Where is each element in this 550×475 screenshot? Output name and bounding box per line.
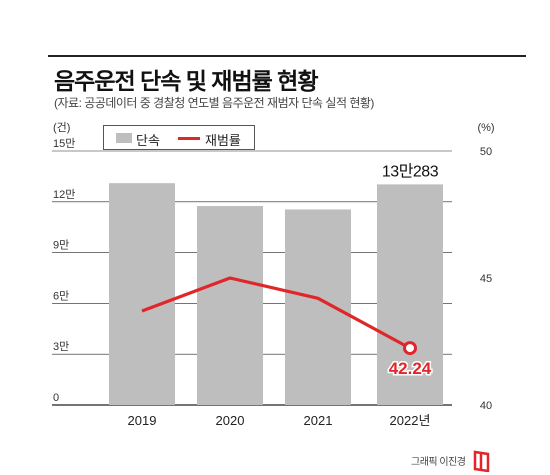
x-tick-label: 2022년 bbox=[390, 413, 431, 428]
bar-value-label: 13만283 bbox=[382, 162, 439, 180]
bar bbox=[197, 206, 263, 405]
right-tick-label: 50 bbox=[480, 146, 492, 158]
x-tick-label: 2019 bbox=[128, 413, 157, 428]
left-tick-label: 6만 bbox=[53, 289, 69, 302]
right-axis-unit: (%) bbox=[477, 122, 494, 134]
rate-point bbox=[403, 341, 417, 356]
chart-subtitle: (자료: 공공데이터 중 경찰청 연도별 음주운전 재범자 단속 실적 현황) bbox=[54, 96, 374, 110]
publisher-logo-icon bbox=[473, 450, 490, 472]
x-tick-label: 2021 bbox=[304, 413, 333, 428]
right-tick-label: 40 bbox=[480, 400, 492, 412]
legend-bar-label: 단속 bbox=[136, 133, 160, 148]
left-tick-label: 12만 bbox=[53, 188, 75, 201]
bar bbox=[377, 184, 443, 405]
bar bbox=[109, 183, 175, 405]
left-tick-label: 15만 bbox=[53, 137, 75, 150]
right-tick-label: 45 bbox=[480, 273, 492, 285]
left-axis-unit: (건) bbox=[53, 121, 70, 134]
rate-line bbox=[141, 276, 411, 350]
legend: 단속 재범률 bbox=[103, 125, 255, 150]
top-rule bbox=[48, 55, 526, 57]
left-tick-label: 0 bbox=[53, 392, 59, 404]
legend-line-swatch bbox=[178, 137, 200, 140]
legend-line-label: 재범률 bbox=[205, 133, 241, 148]
bar bbox=[285, 209, 351, 405]
x-tick-label: 2020 bbox=[216, 413, 245, 428]
rate-value-label: 42.24 bbox=[389, 359, 432, 378]
legend-bar-swatch bbox=[116, 133, 132, 143]
left-tick-label: 9만 bbox=[53, 239, 69, 252]
left-tick-label: 3만 bbox=[53, 340, 69, 353]
chart-title: 음주운전 단속 및 재범률 현황 bbox=[54, 68, 318, 94]
graphic-credit: 그래픽 이진경 bbox=[411, 457, 466, 468]
